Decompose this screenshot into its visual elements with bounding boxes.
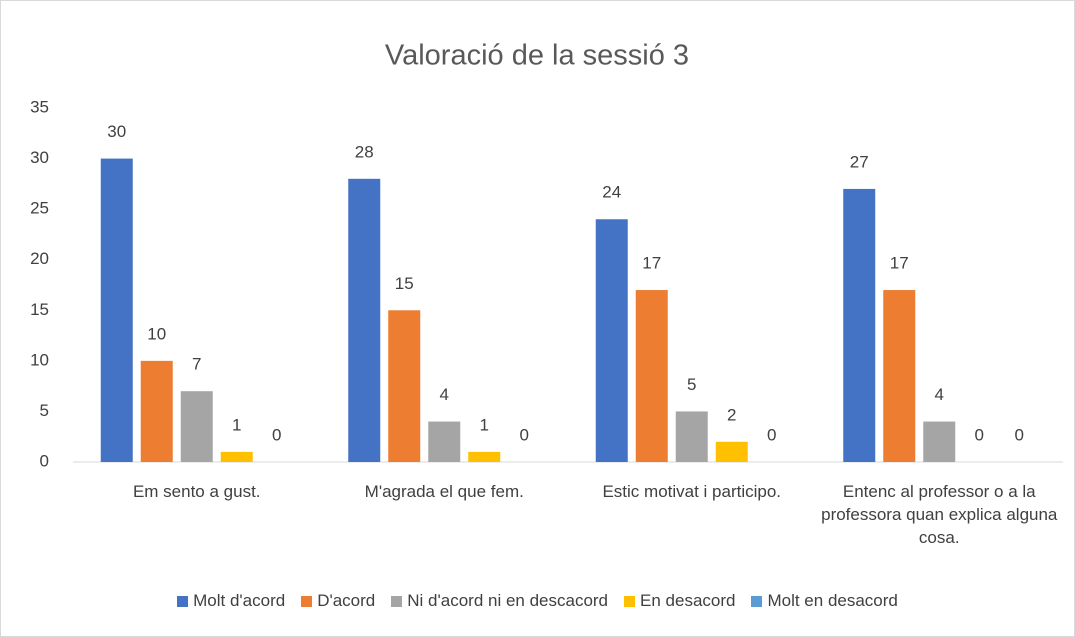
legend-item: Ni d'acord ni en descacord xyxy=(391,591,608,611)
x-tick-label: Estic motivat i participo. xyxy=(602,482,782,501)
data-label: 7 xyxy=(192,355,201,374)
bar xyxy=(428,421,461,462)
legend-swatch xyxy=(624,595,636,607)
data-label: 1 xyxy=(480,415,489,434)
data-label: 0 xyxy=(767,425,776,444)
bar xyxy=(923,421,956,462)
data-label: 30 xyxy=(107,122,126,141)
data-label: 0 xyxy=(975,425,984,444)
y-tick-label: 15 xyxy=(30,300,49,319)
x-tick-label: Entenc al professor o a la professora qu… xyxy=(821,482,1058,547)
y-tick-label: 5 xyxy=(40,401,49,420)
x-tick-label: Em sento a gust. xyxy=(132,482,261,501)
bar xyxy=(675,411,708,462)
legend-item: D'acord xyxy=(301,591,375,611)
data-label: 2 xyxy=(727,405,736,424)
legend-item: Molt d'acord xyxy=(177,591,285,611)
bar xyxy=(100,158,133,463)
y-tick-label: 25 xyxy=(30,199,49,218)
legend-swatch xyxy=(301,595,313,607)
data-label: 0 xyxy=(272,425,281,444)
legend-label: En desacord xyxy=(640,591,736,610)
data-label: 17 xyxy=(642,254,661,273)
data-label: 0 xyxy=(520,425,529,444)
y-tick-label: 35 xyxy=(30,97,49,116)
bar xyxy=(140,360,173,462)
chart-title: Valoració de la sessió 3 xyxy=(385,40,689,72)
data-label: 0 xyxy=(1015,425,1024,444)
data-label: 10 xyxy=(147,324,166,343)
data-label: 17 xyxy=(890,254,909,273)
data-label: 15 xyxy=(395,274,414,293)
data-label: 5 xyxy=(687,375,696,394)
bar xyxy=(348,178,381,463)
y-tick-label: 0 xyxy=(40,451,49,470)
legend-label: Molt d'acord xyxy=(193,591,286,610)
bar xyxy=(883,290,916,462)
data-label: 4 xyxy=(935,385,944,404)
bar xyxy=(595,219,628,462)
bar xyxy=(635,290,668,462)
bar xyxy=(220,451,253,462)
legend-swatch xyxy=(391,595,403,607)
data-label: 1 xyxy=(232,415,241,434)
bar xyxy=(468,451,501,462)
y-tick-label: 30 xyxy=(30,148,49,167)
legend: Molt d'acord D'acord Ni d'acord ni en desc… xyxy=(1,591,1074,611)
bar xyxy=(388,310,421,462)
y-tick-label: 20 xyxy=(30,249,49,268)
data-label: 4 xyxy=(440,385,449,404)
bar xyxy=(715,441,748,462)
legend-label: Molt en desacord xyxy=(767,591,898,610)
data-label: 24 xyxy=(602,183,621,202)
legend-swatch xyxy=(751,595,763,607)
data-label: 28 xyxy=(355,142,374,161)
legend-swatch xyxy=(177,595,189,607)
y-tick-label: 10 xyxy=(30,350,49,369)
x-tick-label: M'agrada el que fem. xyxy=(364,482,524,501)
bar xyxy=(180,391,213,462)
data-label: 27 xyxy=(850,152,869,171)
legend-item: En desacord xyxy=(624,591,735,611)
legend-label: D'acord xyxy=(317,591,376,610)
legend-item: Molt en desacord xyxy=(751,591,898,611)
bar xyxy=(843,188,876,462)
legend-label: Ni d'acord ni en descacord xyxy=(407,591,609,610)
